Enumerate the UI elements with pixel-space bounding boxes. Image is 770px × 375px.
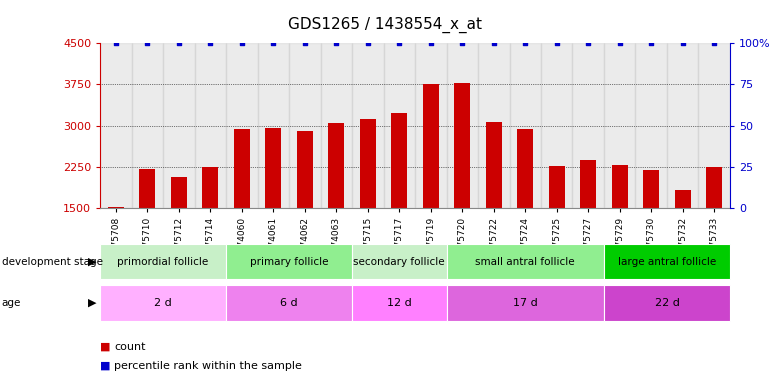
Point bbox=[204, 40, 216, 46]
Point bbox=[267, 40, 280, 46]
Bar bbox=[360, 119, 376, 208]
Text: secondary follicle: secondary follicle bbox=[353, 256, 445, 267]
Bar bbox=[604, 43, 635, 208]
Point bbox=[141, 40, 153, 46]
Bar bbox=[132, 43, 163, 208]
Bar bbox=[541, 43, 572, 208]
Bar bbox=[352, 43, 383, 208]
Bar bbox=[266, 128, 281, 208]
Point bbox=[299, 40, 311, 46]
Bar bbox=[171, 177, 186, 208]
Bar bbox=[100, 43, 132, 208]
Bar bbox=[415, 43, 447, 208]
Point bbox=[172, 40, 185, 46]
Text: large antral follicle: large antral follicle bbox=[618, 256, 716, 267]
Point bbox=[519, 40, 531, 46]
Bar bbox=[203, 167, 218, 208]
Bar bbox=[706, 167, 722, 208]
Point bbox=[456, 40, 468, 46]
Bar bbox=[454, 83, 470, 208]
Point bbox=[677, 40, 689, 46]
Text: development stage: development stage bbox=[2, 256, 102, 267]
Point bbox=[236, 40, 248, 46]
Bar bbox=[478, 43, 510, 208]
Point bbox=[109, 40, 122, 46]
Text: ■: ■ bbox=[100, 342, 111, 352]
Point bbox=[424, 40, 437, 46]
Text: percentile rank within the sample: percentile rank within the sample bbox=[114, 361, 302, 370]
Bar bbox=[517, 129, 533, 208]
Bar bbox=[447, 43, 478, 208]
Bar bbox=[549, 166, 564, 208]
Text: primary follicle: primary follicle bbox=[249, 256, 328, 267]
Text: 12 d: 12 d bbox=[387, 298, 412, 308]
Bar bbox=[257, 43, 289, 208]
Bar bbox=[289, 43, 320, 208]
Text: 6 d: 6 d bbox=[280, 298, 298, 308]
Bar bbox=[195, 43, 226, 208]
Text: primordial follicle: primordial follicle bbox=[118, 256, 209, 267]
Bar bbox=[581, 160, 596, 208]
Bar bbox=[698, 43, 730, 208]
Text: GDS1265 / 1438554_x_at: GDS1265 / 1438554_x_at bbox=[288, 17, 482, 33]
Text: ▶: ▶ bbox=[88, 298, 96, 308]
Bar bbox=[383, 43, 415, 208]
Bar bbox=[572, 43, 604, 208]
Point bbox=[330, 40, 343, 46]
Bar bbox=[329, 123, 344, 208]
Point bbox=[393, 40, 406, 46]
Bar bbox=[226, 43, 257, 208]
Bar bbox=[234, 129, 249, 208]
Point bbox=[582, 40, 594, 46]
Bar bbox=[139, 169, 156, 208]
Bar bbox=[163, 43, 195, 208]
Bar bbox=[486, 122, 501, 208]
Bar bbox=[667, 43, 698, 208]
Bar bbox=[510, 43, 541, 208]
Point bbox=[487, 40, 500, 46]
Point bbox=[614, 40, 626, 46]
Text: ■: ■ bbox=[100, 361, 111, 370]
Bar bbox=[423, 84, 439, 208]
Text: age: age bbox=[2, 298, 21, 308]
Text: 17 d: 17 d bbox=[513, 298, 537, 308]
Bar bbox=[612, 165, 628, 208]
Point bbox=[708, 40, 721, 46]
Bar bbox=[675, 190, 691, 208]
Text: ▶: ▶ bbox=[88, 256, 96, 267]
Text: count: count bbox=[114, 342, 146, 352]
Bar bbox=[644, 170, 659, 208]
Bar bbox=[108, 207, 124, 208]
Text: small antral follicle: small antral follicle bbox=[475, 256, 575, 267]
Bar bbox=[320, 43, 352, 208]
Point bbox=[551, 40, 563, 46]
Bar bbox=[297, 130, 313, 208]
Text: 22 d: 22 d bbox=[654, 298, 679, 308]
Point bbox=[645, 40, 658, 46]
Bar bbox=[635, 43, 667, 208]
Bar bbox=[391, 113, 407, 208]
Text: 2 d: 2 d bbox=[154, 298, 172, 308]
Point bbox=[362, 40, 374, 46]
